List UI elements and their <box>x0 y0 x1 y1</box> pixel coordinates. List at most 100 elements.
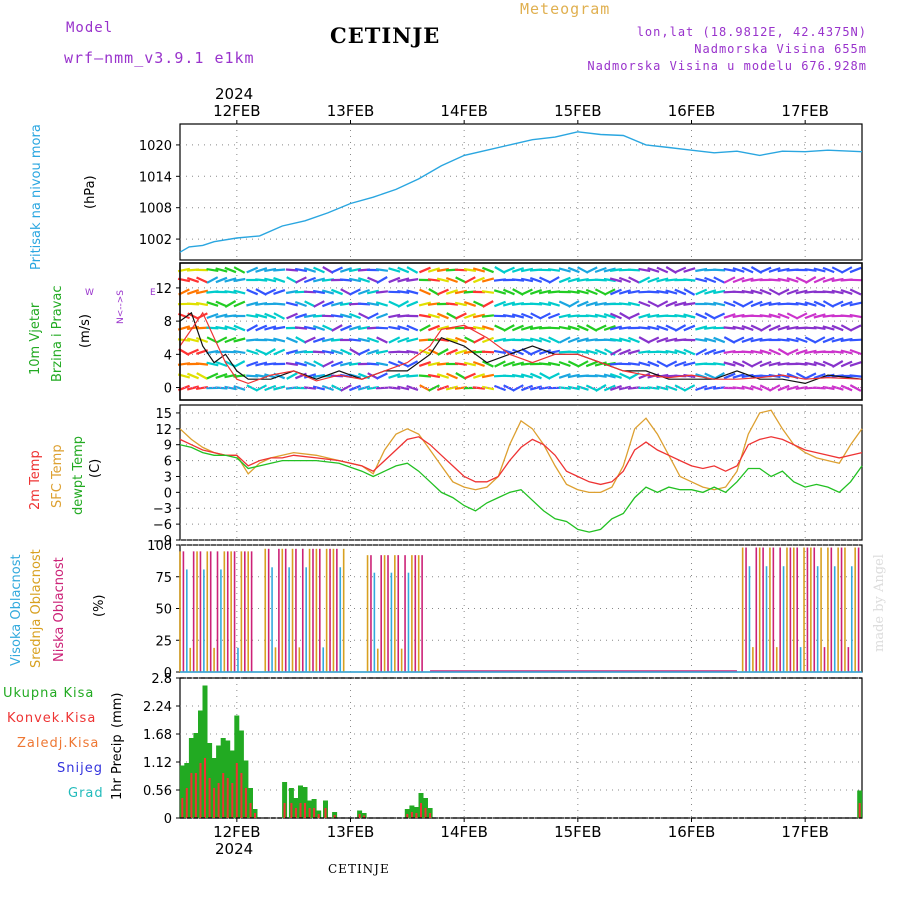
wind-barb <box>502 301 516 307</box>
wind-barb <box>521 312 533 320</box>
wind-barb <box>831 277 844 283</box>
wind-barb <box>419 288 431 296</box>
wind-barb <box>585 266 598 274</box>
wind-barb <box>196 276 208 284</box>
wind-barb <box>246 360 259 368</box>
2m-temp-line <box>179 436 863 486</box>
wind-barb <box>831 289 844 295</box>
wind-barb <box>804 349 817 355</box>
x-tick-label-top: 14FEB <box>440 102 487 120</box>
wind-barb <box>264 267 277 273</box>
wind-barb <box>609 337 623 343</box>
wind-barb <box>472 313 486 319</box>
wind-barb <box>273 268 286 272</box>
wind-barb <box>656 337 669 343</box>
y-tick-label: 6 <box>164 455 172 470</box>
wind-barb <box>493 337 507 343</box>
wind-barb <box>831 350 844 354</box>
wind-barb <box>406 266 419 274</box>
wind-barb <box>303 325 317 331</box>
wind-barb <box>594 313 607 319</box>
wind-barb <box>683 302 696 306</box>
wind-barb <box>627 268 640 272</box>
wind-barb <box>233 300 246 308</box>
wind-barb <box>331 324 343 332</box>
wind-barb <box>683 384 696 392</box>
wind-barb <box>215 276 228 284</box>
wind-barb <box>427 267 441 273</box>
wind-barb <box>567 336 580 344</box>
wind-barb <box>294 300 307 308</box>
wind-barb <box>567 266 580 274</box>
wind-barb <box>215 386 228 390</box>
wind-barb <box>215 336 228 344</box>
wind-barb <box>723 276 736 284</box>
wind-barb <box>768 384 781 392</box>
wind-barb <box>665 324 678 332</box>
wind-barb <box>539 276 551 284</box>
precip-bar-convective <box>213 788 216 818</box>
wind-barb <box>358 348 370 356</box>
wind-barb <box>638 372 651 380</box>
wind-barb <box>603 313 616 319</box>
wind-barb <box>472 325 486 331</box>
wind-barb <box>695 312 708 320</box>
wind-barb <box>264 312 277 320</box>
wind-barb <box>849 313 862 319</box>
wind-barb <box>472 276 485 284</box>
panel-frame-0 <box>179 123 863 261</box>
wind-barb <box>348 338 362 342</box>
x-tick-label-top: 12FEB <box>213 102 260 120</box>
wind-barb <box>777 288 790 296</box>
wind-barb <box>215 325 228 331</box>
wind-barb <box>388 386 401 390</box>
x-tick-label-bottom: 15FEB <box>554 823 601 841</box>
wind-barb <box>224 300 237 308</box>
wind-barb <box>576 324 589 332</box>
wind-barb <box>618 289 632 295</box>
wind-barb <box>804 372 817 380</box>
precip-bar-convective <box>317 814 320 818</box>
x-tick-label-bottom: 12FEB <box>213 823 260 841</box>
wind-barb <box>558 276 571 284</box>
wind-barb <box>406 349 419 355</box>
precip-bar-convective <box>199 763 202 818</box>
wind-barb <box>849 338 862 342</box>
precip-bar-convective <box>429 813 432 818</box>
wind-barb <box>713 372 725 380</box>
wind-barb <box>233 350 246 354</box>
wind-barb <box>656 300 669 308</box>
wind-barb <box>665 289 678 295</box>
wind-barb <box>529 277 543 283</box>
wind-barb <box>255 324 268 332</box>
wind-barb <box>704 348 717 356</box>
wind-barb <box>627 349 640 355</box>
wind-barb <box>547 301 561 307</box>
wind-barb <box>520 267 534 273</box>
wind-barb <box>215 373 228 379</box>
precip-bar-total <box>404 809 410 818</box>
wind-barb <box>831 385 844 391</box>
wind-barb <box>822 336 835 344</box>
precip-bar-convective <box>283 803 286 818</box>
wind-barb <box>741 385 754 391</box>
wind-barb <box>768 278 781 282</box>
wind-barb <box>695 338 708 342</box>
wind-barb <box>264 373 277 379</box>
wind-barb <box>609 277 623 283</box>
y-tick-label: 1008 <box>139 202 172 217</box>
wind-barb <box>511 373 525 379</box>
wind-barb <box>233 324 246 332</box>
wind-barb <box>713 362 726 366</box>
wind-barb <box>618 302 632 306</box>
wind-barb <box>463 268 477 272</box>
wind-barb <box>576 360 589 368</box>
wind-barb <box>695 325 708 331</box>
wind-barb <box>481 325 495 331</box>
wind-barb <box>348 267 362 273</box>
wind-barb <box>795 312 808 320</box>
wind-barb <box>713 312 726 320</box>
wind-barb <box>493 349 507 355</box>
wind-barb <box>529 289 543 295</box>
wind-barb <box>418 361 432 367</box>
